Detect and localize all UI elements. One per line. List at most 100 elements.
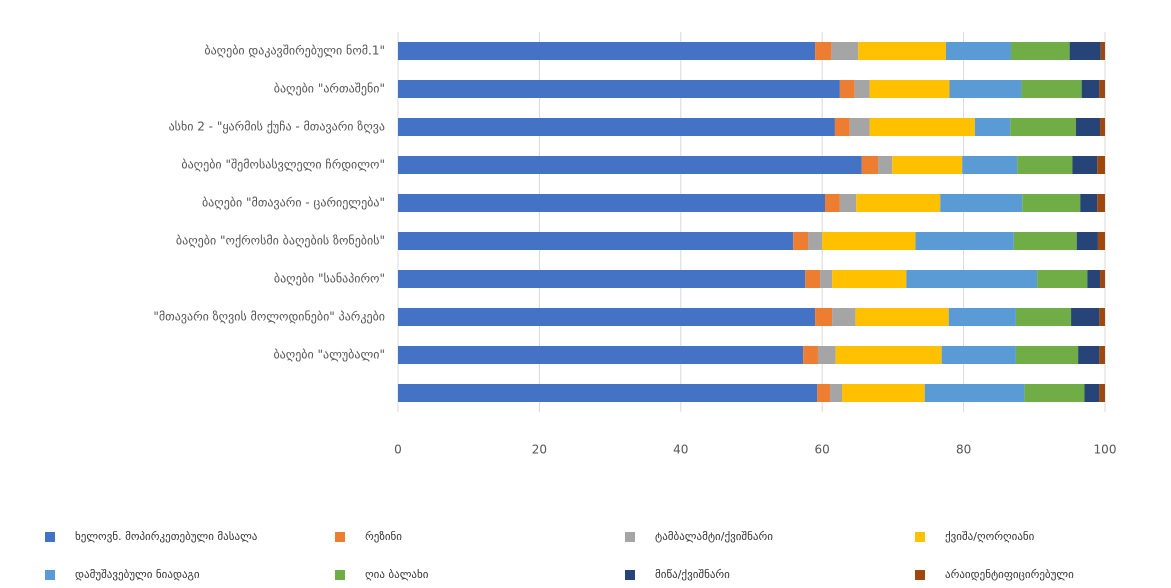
- legend-label: ხელოვნ. მოპირკეთებული მასალა: [75, 530, 258, 543]
- bar-segment: [869, 118, 975, 136]
- bar-segment: [815, 42, 832, 60]
- x-tick-label: 100: [1094, 443, 1117, 457]
- y-tick-label: ბაღები "მთავარი - ცარიელება": [202, 196, 385, 210]
- bar-segment: [1099, 346, 1105, 364]
- bar-segment: [924, 384, 1025, 402]
- x-tick-label: 40: [673, 443, 688, 457]
- bar-segment: [869, 80, 950, 98]
- bar-segment: [1037, 270, 1088, 288]
- bar-segment: [1080, 194, 1098, 212]
- bar-segment: [1097, 194, 1105, 212]
- legend-label: ღია ბალახი: [365, 568, 429, 581]
- bar-segment: [855, 308, 949, 326]
- bar-segment: [856, 194, 941, 212]
- y-tick-label: ბაღები "ართაშენი": [274, 82, 385, 96]
- bar-segment: [1076, 118, 1101, 136]
- bar-segment: [1099, 308, 1105, 326]
- bar-segment: [892, 156, 963, 174]
- y-tick-label: ასხი 2 - "ყარმის ქუჩა - მთავარი ზღვა: [169, 120, 385, 134]
- legend-swatch: [45, 570, 55, 580]
- bar-segment: [803, 346, 818, 364]
- bar-segment: [1087, 270, 1101, 288]
- bar-segment: [858, 42, 946, 60]
- legend-swatch: [335, 570, 345, 580]
- y-tick-label: "მთავარი ზღვის მოლოდინები" პარკები: [153, 310, 385, 324]
- bar-segment: [945, 42, 1011, 60]
- bar-segment: [1021, 80, 1082, 98]
- bar-segment: [949, 80, 1022, 98]
- bar-segment: [817, 384, 830, 402]
- bar-segment: [1099, 384, 1105, 402]
- bar-segment: [398, 80, 840, 98]
- legend-swatch: [625, 532, 635, 542]
- bar-segment: [1097, 232, 1105, 250]
- bar-segment: [1100, 270, 1105, 288]
- bar-segment: [820, 270, 833, 288]
- bar-segment: [1072, 156, 1098, 174]
- bar-segment: [1100, 42, 1105, 60]
- legend-swatch: [335, 532, 345, 542]
- bar-segment: [839, 80, 855, 98]
- y-tick-label: ბაღები "შემოსასვლელი ჩრდილო": [181, 158, 385, 172]
- bar-segment: [398, 232, 794, 250]
- bar-segment: [1010, 118, 1077, 136]
- legend-label: მიწა/ქვიშნარი: [655, 568, 730, 581]
- bar-segment: [974, 118, 1011, 136]
- bar-segment: [398, 270, 806, 288]
- bar-segment: [398, 308, 816, 326]
- x-tick-label: 80: [956, 443, 971, 457]
- x-tick-label: 20: [532, 443, 547, 457]
- bar-segment: [861, 156, 879, 174]
- bar-segment: [1076, 232, 1098, 250]
- bar-segment: [1071, 308, 1100, 326]
- bar-segment: [962, 156, 1018, 174]
- bar-segment: [808, 232, 823, 250]
- legend-label: ტამბალამტი/ქვიშნარი: [655, 530, 773, 543]
- legend-swatch: [45, 532, 55, 542]
- bar-segment: [1017, 156, 1073, 174]
- bar-segment: [1022, 194, 1081, 212]
- bar-segment: [398, 118, 835, 136]
- legend-swatch: [915, 532, 925, 542]
- bar-segment: [1069, 42, 1101, 60]
- y-tick-label: ბაღები დაკავშირებული ნომ.1": [204, 44, 385, 58]
- bar-segment: [1015, 308, 1072, 326]
- legend-swatch: [915, 570, 925, 580]
- bar-segment: [948, 308, 1016, 326]
- legend-label: რეზინი: [365, 530, 402, 543]
- bar-segment: [941, 346, 1016, 364]
- bar-segment: [841, 384, 925, 402]
- bar-segment: [822, 232, 916, 250]
- bar-segment: [915, 232, 1014, 250]
- bar-segment: [1024, 384, 1085, 402]
- bar-segment: [805, 270, 821, 288]
- y-tick-label: ბაღები "ალუბალი": [273, 348, 385, 362]
- bar-segment: [878, 156, 893, 174]
- bar-segment: [398, 346, 804, 364]
- bar-segment: [1013, 232, 1077, 250]
- legend-label: ქვიშა/ღორღიანი: [945, 530, 1035, 543]
- bar-segment: [1097, 156, 1105, 174]
- bar-segment: [398, 42, 816, 60]
- bar-segment: [815, 308, 833, 326]
- legend-label: არაიდენტიფიცირებული: [945, 568, 1074, 581]
- x-tick-label: 60: [815, 443, 830, 457]
- bar-segment: [1100, 118, 1105, 136]
- bar-segment: [906, 270, 1038, 288]
- bar-segment: [849, 118, 870, 136]
- bar-segment: [1081, 80, 1100, 98]
- bar-segment: [832, 270, 907, 288]
- bar-segment: [1084, 384, 1100, 402]
- bar-segment: [854, 80, 870, 98]
- bar-segment: [1015, 346, 1079, 364]
- bar-segment: [940, 194, 1023, 212]
- bar-segment: [793, 232, 809, 250]
- legend-label: დამუშავებული ნიადაგი: [75, 568, 200, 581]
- bar-segment: [398, 194, 826, 212]
- bar-segment: [829, 384, 842, 402]
- x-tick-label: 0: [394, 443, 402, 457]
- bar-segment: [835, 346, 942, 364]
- bar-segment: [834, 118, 850, 136]
- bar-segment: [839, 194, 857, 212]
